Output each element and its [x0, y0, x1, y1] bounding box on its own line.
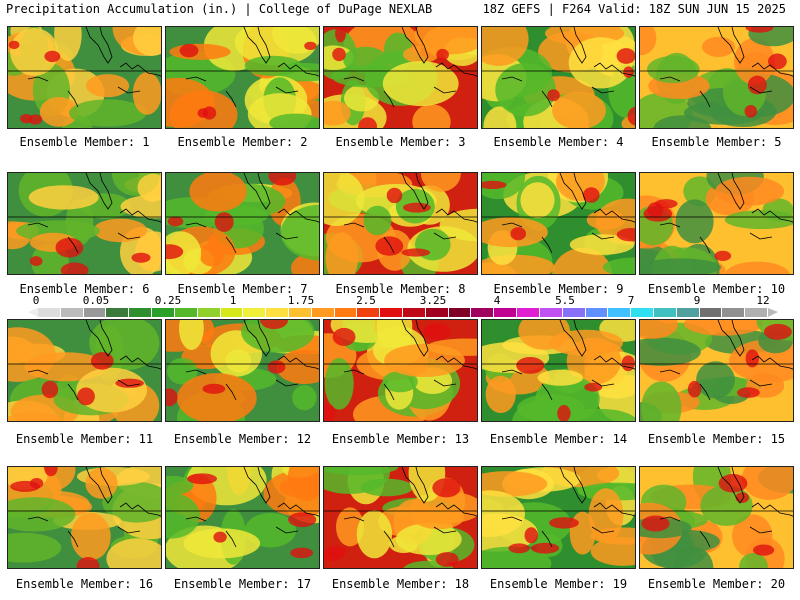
- colorbar-tick-label: 1: [229, 294, 237, 307]
- ensemble-member-label: Ensemble Member: 2: [177, 135, 308, 149]
- colorbar: [38, 308, 768, 317]
- colorbar-segment: [243, 308, 267, 317]
- ensemble-map-panel: [165, 26, 320, 129]
- ensemble-map-panel: [7, 26, 162, 129]
- colorbar-segment: [174, 308, 198, 317]
- ensemble-map-panel: [481, 26, 636, 129]
- ensemble-member-label: Ensemble Member: 16: [15, 577, 154, 591]
- ensemble-map-panel: [165, 172, 320, 275]
- colorbar-segment: [129, 308, 153, 317]
- colorbar-segment: [653, 308, 677, 317]
- colorbar-segment: [562, 308, 586, 317]
- colorbar-segment: [357, 308, 381, 317]
- ensemble-member-label: Ensemble Member: 17: [173, 577, 312, 591]
- colorbar-segment: [106, 308, 130, 317]
- ensemble-member-label: Ensemble Member: 4: [493, 135, 624, 149]
- ensemble-member-label: Ensemble Member: 15: [647, 432, 786, 446]
- ensemble-member-label: Ensemble Member: 1: [19, 135, 150, 149]
- colorbar-tick-label: 0.25: [154, 294, 182, 307]
- colorbar-segment: [585, 308, 609, 317]
- ensemble-member-label: Ensemble Member: 11: [15, 432, 154, 446]
- colorbar-segment: [745, 308, 768, 317]
- colorbar-segment: [539, 308, 563, 317]
- ensemble-member-label: Ensemble Member: 6: [19, 282, 150, 296]
- colorbar-segment: [448, 308, 472, 317]
- colorbar-segment: [608, 308, 632, 317]
- colorbar-segment: [676, 308, 700, 317]
- ensemble-map-panel: [323, 319, 478, 422]
- ensemble-map-panel: [639, 319, 794, 422]
- ensemble-member-label: Ensemble Member: 18: [331, 577, 470, 591]
- ensemble-map-panel: [323, 466, 478, 569]
- ensemble-map-panel: [7, 319, 162, 422]
- colorbar-segment: [197, 308, 221, 317]
- colorbar-segment: [152, 308, 175, 317]
- ensemble-map-panel: [165, 466, 320, 569]
- colorbar-segment: [517, 308, 540, 317]
- colorbar-tick-label: 0.05: [82, 294, 110, 307]
- ensemble-member-label: Ensemble Member: 20: [647, 577, 786, 591]
- ensemble-member-label: Ensemble Member: 9: [493, 282, 624, 296]
- colorbar-segment: [220, 308, 244, 317]
- colorbar-tick-label: 2.5: [356, 294, 376, 307]
- colorbar-tick-label: 9: [693, 294, 701, 307]
- ensemble-member-label: Ensemble Member: 14: [489, 432, 628, 446]
- colorbar-segment: [471, 308, 495, 317]
- colorbar-segment: [311, 308, 335, 317]
- colorbar-segment: [494, 308, 518, 317]
- ensemble-member-label: Ensemble Member: 12: [173, 432, 312, 446]
- ensemble-map-panel: [639, 466, 794, 569]
- colorbar-tick-label: 0: [32, 294, 40, 307]
- colorbar-segment: [699, 308, 723, 317]
- colorbar-segment: [403, 308, 426, 317]
- colorbar-tick-label: 3.25: [419, 294, 447, 307]
- ensemble-member-label: Ensemble Member: 7: [177, 282, 308, 296]
- colorbar-segment: [631, 308, 654, 317]
- ensemble-map-panel: [7, 466, 162, 569]
- ensemble-map-panel: [639, 26, 794, 129]
- colorbar-segment: [722, 308, 746, 317]
- colorbar-min-arrow: [28, 308, 38, 317]
- ensemble-map-panel: [165, 319, 320, 422]
- ensemble-map-panel: [481, 172, 636, 275]
- ensemble-map-panel: [323, 172, 478, 275]
- ensemble-member-label: Ensemble Member: 10: [647, 282, 786, 296]
- ensemble-member-label: Ensemble Member: 19: [489, 577, 628, 591]
- colorbar-tick-label: 5.5: [555, 294, 575, 307]
- colorbar-max-arrow: [768, 308, 778, 317]
- ensemble-member-label: Ensemble Member: 3: [335, 135, 466, 149]
- colorbar-segment: [266, 308, 289, 317]
- colorbar-segment: [380, 308, 403, 317]
- ensemble-map-panel: [639, 172, 794, 275]
- colorbar-tick-label: 12: [756, 294, 770, 307]
- colorbar-segment: [60, 308, 84, 317]
- colorbar-segment: [334, 308, 358, 317]
- colorbar-tick-label: 7: [627, 294, 635, 307]
- colorbar-segment: [288, 308, 312, 317]
- ensemble-member-label: Ensemble Member: 8: [335, 282, 466, 296]
- colorbar-segment: [425, 308, 449, 317]
- colorbar-segment: [83, 308, 107, 317]
- ensemble-map-panel: [7, 172, 162, 275]
- colorbar-tick-label: 4: [493, 294, 501, 307]
- map-title: Precipitation Accumulation (in.) | Colle…: [6, 2, 433, 16]
- ensemble-member-label: Ensemble Member: 5: [651, 135, 782, 149]
- ensemble-map-panel: [323, 26, 478, 129]
- colorbar-tick-label: 1.75: [287, 294, 315, 307]
- colorbar-segment: [38, 308, 61, 317]
- ensemble-map-panel: [481, 319, 636, 422]
- model-valid-time: 18Z GEFS | F264 Valid: 18Z SUN JUN 15 20…: [482, 2, 786, 16]
- ensemble-map-panel: [481, 466, 636, 569]
- ensemble-member-label: Ensemble Member: 13: [331, 432, 470, 446]
